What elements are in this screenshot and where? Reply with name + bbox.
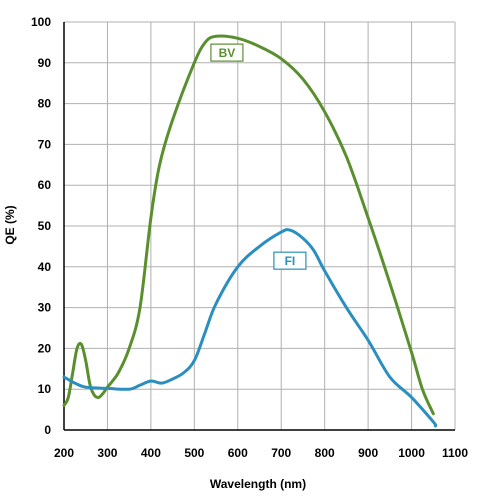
y-tick-labels: 0 10 20 30 40 50 60 70 80 90 100 — [31, 15, 51, 437]
x-tick-label: 400 — [141, 446, 161, 460]
series-label-box-fi — [273, 251, 307, 270]
series-label-bv: BV — [219, 46, 236, 60]
grid — [63, 21, 456, 431]
y-tick-label: 10 — [38, 382, 52, 396]
x-tick-label: 900 — [358, 446, 378, 460]
series-labels: BV FI — [210, 43, 307, 270]
x-tick-label: 800 — [315, 446, 335, 460]
series-line-bv — [62, 34, 435, 416]
y-tick-label: 20 — [38, 341, 52, 355]
y-tick-label: 60 — [38, 178, 52, 192]
x-tick-labels: 200 300 400 500 600 700 800 900 1000 1100 — [54, 446, 468, 460]
y-tick-label: 80 — [38, 97, 52, 111]
x-tick-label: 1000 — [398, 446, 425, 460]
x-tick-label: 700 — [271, 446, 291, 460]
x-tick-label: 200 — [54, 446, 74, 460]
y-tick-label: 30 — [38, 301, 52, 315]
axes — [63, 22, 455, 431]
y-axis-label: QE (%) — [3, 205, 17, 244]
x-tick-label: 600 — [228, 446, 248, 460]
y-tick-label: 90 — [38, 56, 52, 70]
y-tick-label: 100 — [31, 15, 51, 29]
series-line-fi — [62, 228, 438, 428]
y-tick-label: 40 — [38, 260, 52, 274]
x-axis-label: Wavelength (nm) — [210, 477, 306, 491]
series-label-fi: FI — [285, 254, 296, 268]
x-tick-label: 1100 — [442, 446, 468, 460]
y-tick-label: 50 — [38, 219, 52, 233]
series-lines — [62, 34, 438, 428]
x-tick-label: 300 — [97, 446, 117, 460]
y-tick-label: 0 — [44, 423, 51, 437]
x-tick-label: 500 — [184, 446, 204, 460]
y-tick-label: 70 — [38, 137, 52, 151]
series-label-box-bv — [210, 43, 244, 62]
